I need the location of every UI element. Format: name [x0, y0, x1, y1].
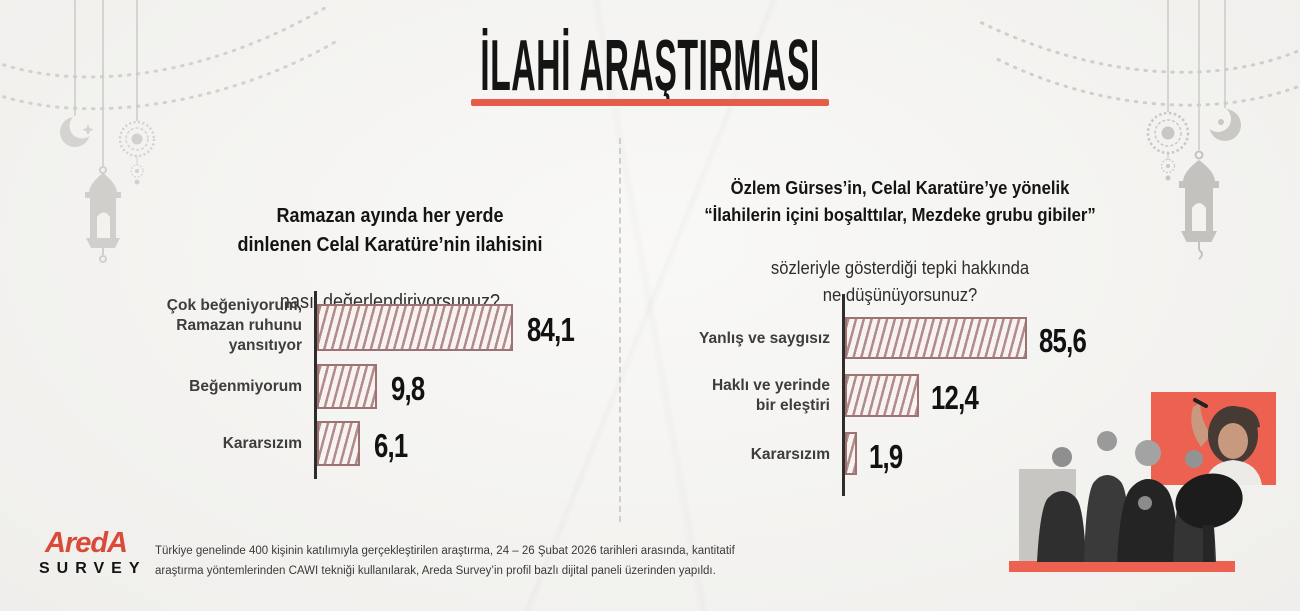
question-right-regular: sözleriyle gösterdiği tepki hakkında ne …	[770, 257, 1030, 306]
question-left-bold: Ramazan ayında her yerde dinlenen Celal …	[237, 205, 543, 256]
left-bar-3	[317, 421, 360, 466]
garland-dots-left	[0, 6, 337, 111]
right-bar-label-1: Yanlış ve saygısız	[699, 330, 830, 347]
garland-dots-right	[978, 20, 1300, 107]
right-bar-1	[845, 317, 1027, 359]
question-right-bold: Özlem Gürses’in, Celal Karatüre’ye yönel…	[704, 176, 1096, 225]
lantern-icon	[85, 166, 121, 263]
logo-subtitle: SURVEY	[39, 560, 147, 577]
photo-collage	[1009, 392, 1276, 572]
left-bar-label-1: Çok beğeniyorum, Ramazan ruhunu yansıtıy…	[166, 297, 302, 355]
left-bar-1	[317, 304, 513, 351]
title-underline	[471, 99, 829, 106]
mandala-ornament-icon-right	[1146, 111, 1190, 181]
left-chart-axis	[314, 291, 317, 479]
right-bar-2	[845, 374, 919, 417]
left-bar-label-2: Beğenmiyorum	[189, 378, 302, 395]
page-title: İLAHİ ARAŞTIRMASI	[480, 26, 820, 106]
left-bar-value-1: 84,1	[527, 311, 575, 348]
collage-gray-block	[1019, 469, 1076, 562]
lantern-icon-right	[1179, 150, 1219, 260]
section-divider	[619, 138, 621, 522]
right-bar-label-2: Haklı ve yerinde bir eleştiri	[711, 377, 830, 415]
methodology-note: Türkiye genelinde 400 kişinin katılımıyl…	[155, 545, 735, 577]
left-bar-value-3: 6,1	[374, 427, 408, 464]
right-bar-3	[845, 432, 857, 475]
collage-red-strip	[1009, 561, 1235, 572]
left-bar-2	[317, 364, 377, 409]
crescent-icon-right	[1205, 106, 1241, 141]
collage-red-block	[1151, 392, 1276, 485]
right-chart-axis	[842, 294, 845, 496]
boom-mic-icon	[1175, 473, 1243, 562]
logo-wordmark: AredA	[44, 527, 128, 559]
right-bar-value-2: 12,4	[931, 379, 979, 416]
crescent-icon	[60, 113, 95, 147]
mandala-ornament-icon	[118, 120, 156, 185]
right-bar-value-1: 85,6	[1039, 322, 1087, 359]
left-bar-label-3: Kararsızım	[222, 435, 302, 452]
woman-photo	[1191, 398, 1262, 485]
areda-survey-logo: AredA SURVEY	[32, 529, 140, 578]
group-photo-men	[1037, 431, 1243, 562]
question-right: Özlem Gürses’in, Celal Karatüre’ye yönel…	[662, 148, 1139, 336]
left-bar-value-2: 9,8	[391, 370, 425, 407]
right-bar-label-3: Kararsızım	[750, 446, 830, 463]
right-bar-value-3: 1,9	[869, 438, 903, 475]
